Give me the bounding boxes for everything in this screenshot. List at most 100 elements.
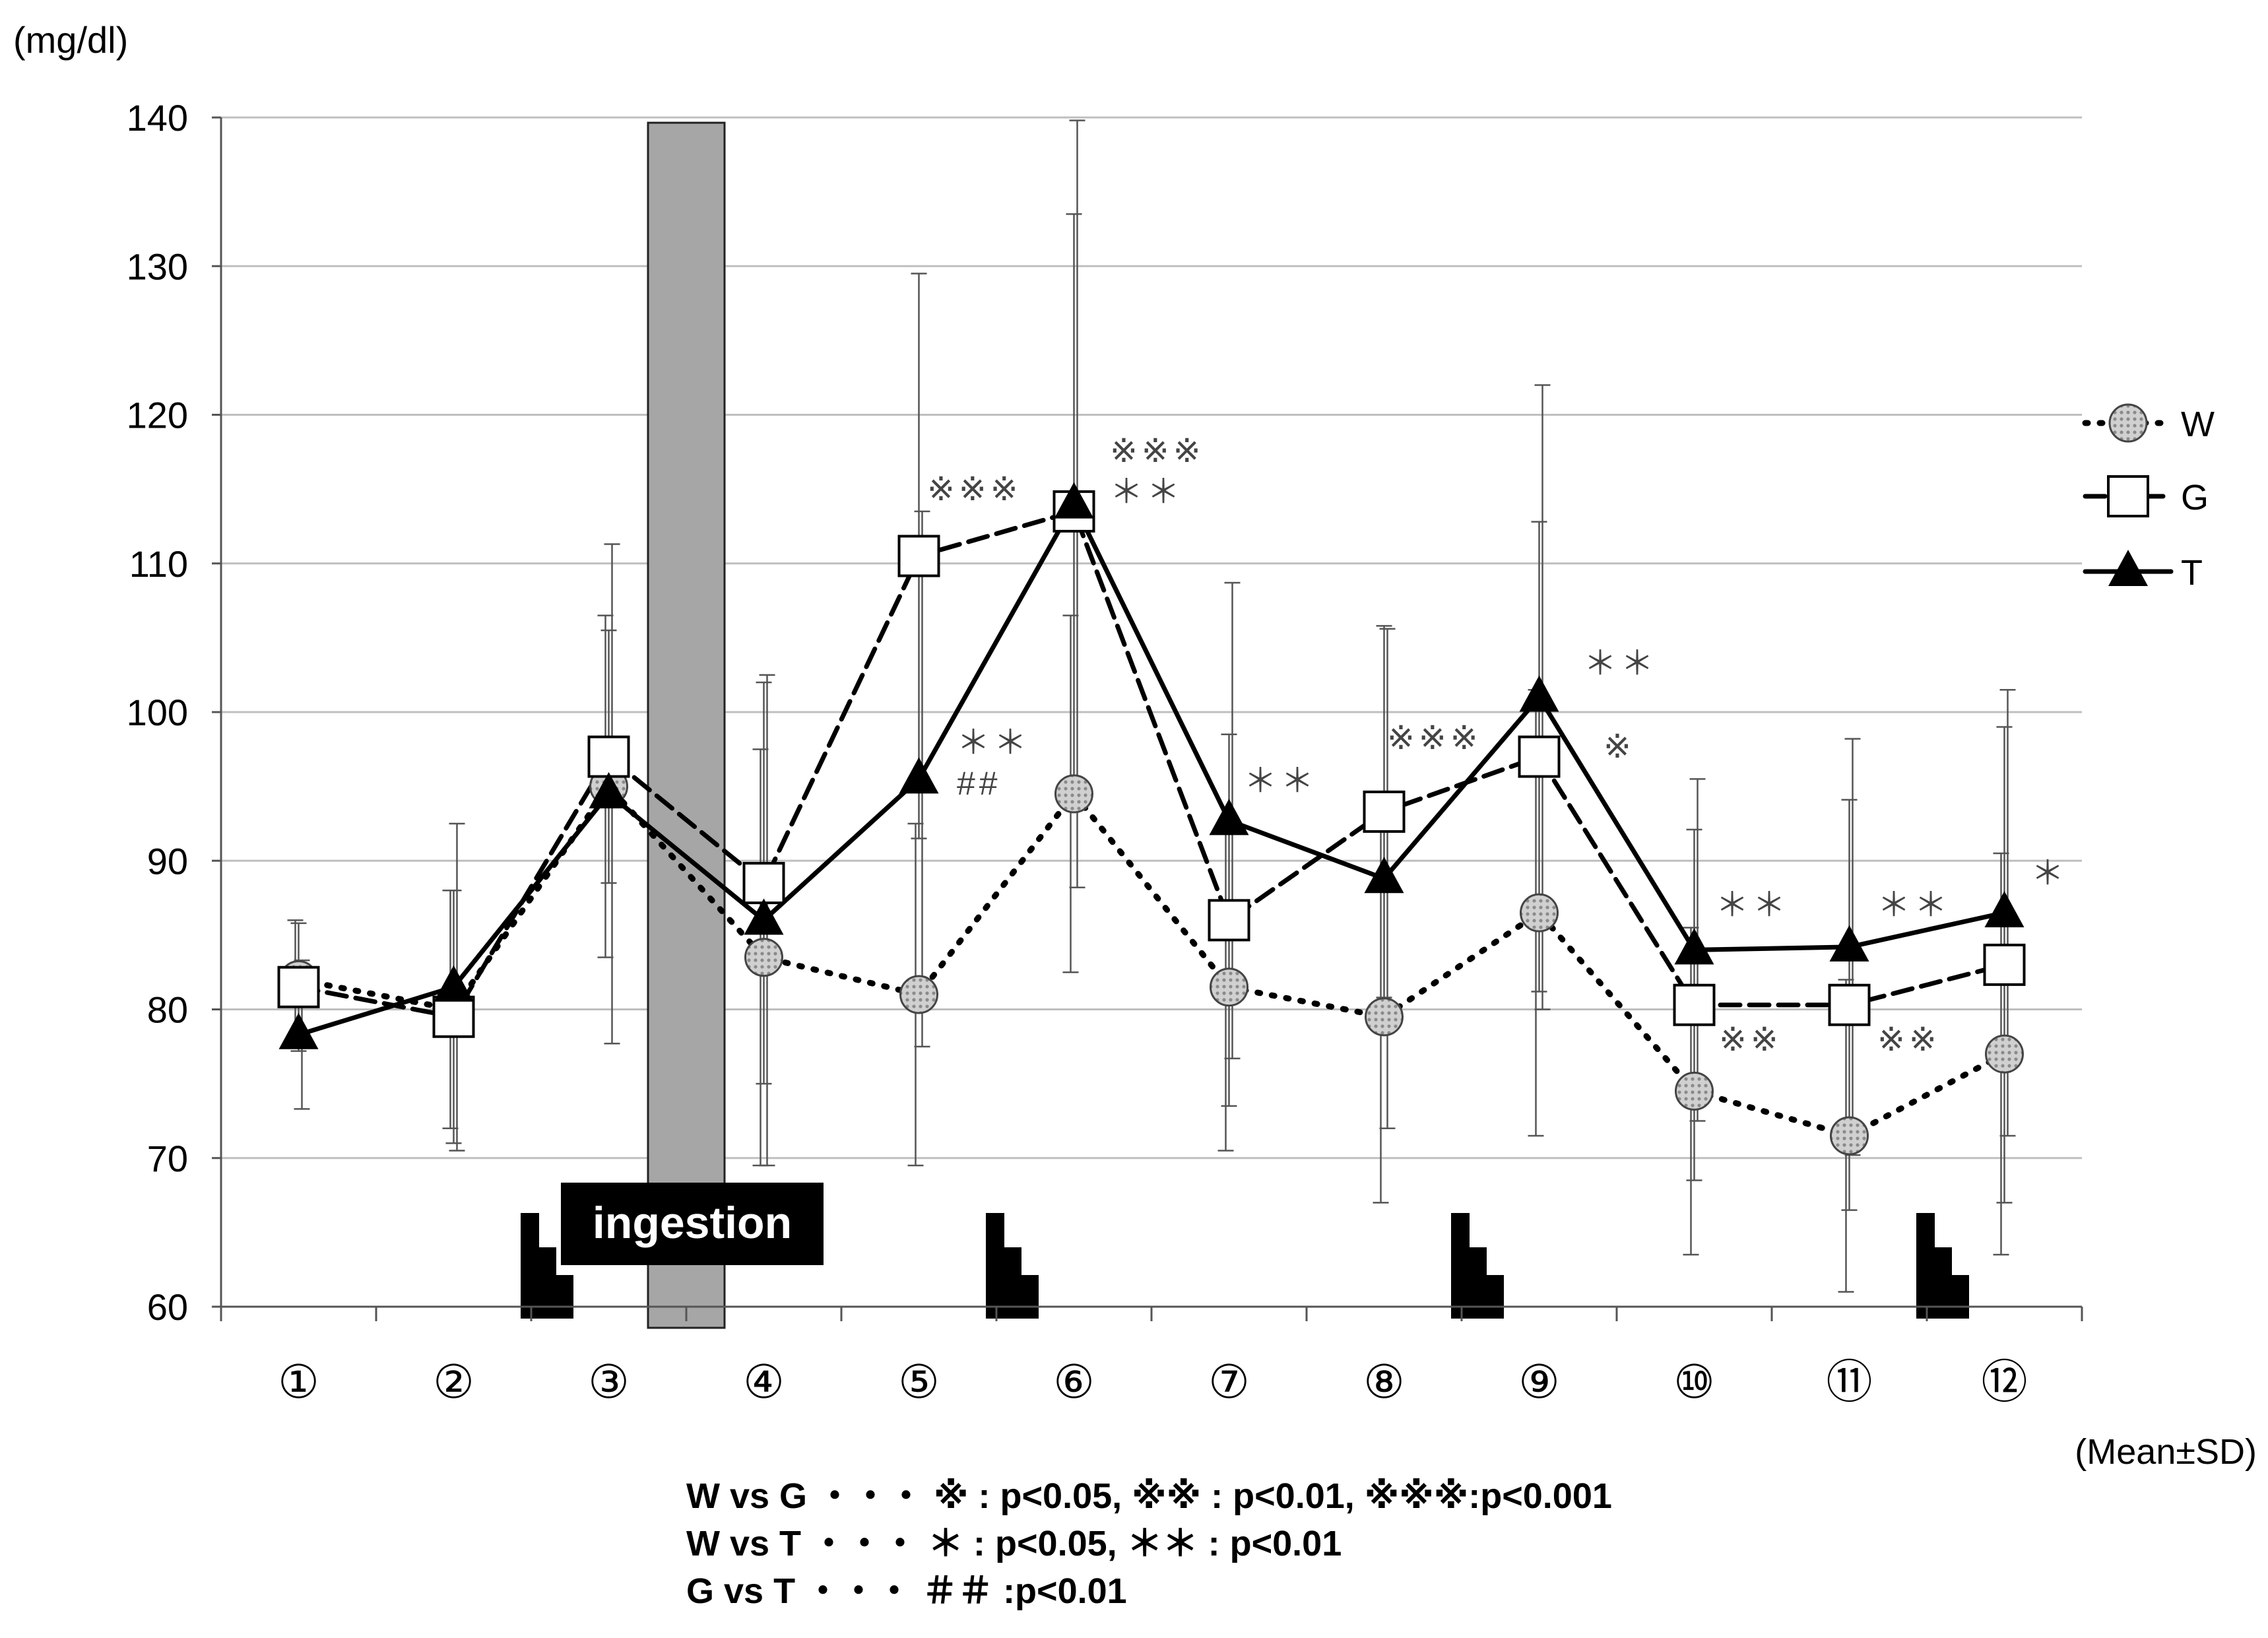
legend-marker-t bbox=[2108, 550, 2148, 586]
data-point-g bbox=[432, 995, 475, 1038]
y-tick-label: 110 bbox=[129, 543, 188, 585]
data-point-g bbox=[1518, 735, 1561, 778]
data-point-t bbox=[744, 898, 784, 935]
data-point-t bbox=[1674, 928, 1714, 965]
legend-marker-g bbox=[2107, 475, 2149, 517]
x-tick-label: ③ bbox=[588, 1356, 630, 1408]
data-point-w bbox=[899, 975, 938, 1014]
data-point-g bbox=[897, 535, 940, 577]
meal-icon-step bbox=[1485, 1275, 1504, 1319]
y-tick-label: 140 bbox=[127, 97, 188, 139]
data-point-t bbox=[1829, 925, 1869, 962]
meal-icon bbox=[521, 1213, 573, 1319]
significance-mark: ＊＊ bbox=[1110, 473, 1184, 510]
x-tick-label: ② bbox=[433, 1356, 474, 1408]
data-point-w bbox=[1365, 997, 1404, 1037]
data-point-t bbox=[1519, 675, 1559, 712]
meal-icon-step bbox=[555, 1275, 573, 1319]
data-point-g bbox=[1983, 943, 2026, 986]
significance-mark: ＊＊ bbox=[1716, 886, 1790, 923]
significance-mark: ※※※ bbox=[927, 471, 1022, 508]
legend-label-g: G bbox=[2181, 478, 2209, 517]
y-tick-label: 70 bbox=[147, 1138, 188, 1179]
data-point-t bbox=[434, 965, 474, 1002]
data-point-w bbox=[1985, 1034, 2024, 1074]
data-point-g bbox=[1208, 899, 1250, 942]
series-line-t bbox=[296, 502, 2007, 1037]
meal-icon bbox=[1451, 1213, 1504, 1319]
data-point-t bbox=[589, 771, 629, 808]
y-tick-label: 120 bbox=[127, 395, 188, 436]
x-tick-label: ⑥ bbox=[1053, 1356, 1095, 1408]
significance-mark: ※※ bbox=[1719, 1021, 1782, 1058]
meal-icon-step bbox=[1951, 1275, 1969, 1319]
meal-icon-step bbox=[538, 1247, 556, 1319]
significance-mark: ※※※ bbox=[1110, 432, 1205, 469]
data-point-t bbox=[1209, 799, 1249, 835]
footnote: W vs G ・・・ ※ : p<0.05, ※※ : p<0.01, ※※※:… bbox=[686, 1476, 1612, 1516]
meal-icon-step bbox=[1468, 1247, 1487, 1319]
significance-mark: ※ bbox=[1604, 728, 1635, 765]
x-tick-label: ⑫ bbox=[1982, 1356, 2028, 1408]
meal-icon-step bbox=[1020, 1275, 1039, 1319]
x-tick-label: ⑧ bbox=[1363, 1356, 1405, 1408]
data-point-t bbox=[1984, 891, 2025, 928]
x-tick-label: ⑤ bbox=[898, 1356, 940, 1408]
meal-icon-step bbox=[521, 1213, 539, 1319]
significance-mark: ## bbox=[957, 765, 1002, 802]
significance-mark: ＊＊ bbox=[1584, 645, 1658, 682]
data-point-g bbox=[587, 735, 630, 778]
series-line-g bbox=[296, 509, 2007, 1020]
x-tick-label: ④ bbox=[743, 1356, 785, 1408]
data-point-w bbox=[1830, 1116, 1869, 1156]
data-point-w bbox=[1054, 774, 1093, 814]
x-tick-label: ⑦ bbox=[1208, 1356, 1250, 1408]
data-point-w bbox=[1675, 1071, 1714, 1111]
footnote: G vs T ・・・ ＃＃ :p<0.01 bbox=[686, 1571, 1127, 1611]
significance-mark: ※※ bbox=[1877, 1021, 1941, 1058]
data-point-g bbox=[1673, 983, 1716, 1026]
significance-mark: ＊ bbox=[2031, 855, 2068, 892]
meal-icon-step bbox=[986, 1213, 1004, 1319]
x-tick-label: ① bbox=[278, 1356, 319, 1408]
data-point-g bbox=[1363, 790, 1406, 833]
legend-marker-w bbox=[2108, 403, 2148, 443]
meal-icon-step bbox=[1451, 1213, 1470, 1319]
y-tick-label: 80 bbox=[147, 989, 188, 1031]
y-tick-label: 130 bbox=[127, 246, 188, 287]
legend-label-w: W bbox=[2181, 405, 2215, 444]
series-line-w bbox=[296, 783, 2007, 1139]
x-tick-label: ⑨ bbox=[1518, 1356, 1560, 1408]
y-axis-unit: (mg/dl) bbox=[13, 19, 128, 61]
meal-icon-step bbox=[1933, 1247, 1952, 1319]
data-point-t bbox=[1364, 857, 1404, 894]
data-point-w bbox=[744, 938, 783, 977]
x-tick-label: ⑩ bbox=[1673, 1356, 1715, 1408]
footnote: W vs T ・・・ ＊ : p<0.05, ＊＊ : p<0.01 bbox=[686, 1524, 1342, 1563]
ingestion-bar bbox=[647, 121, 726, 1329]
y-tick-label: 60 bbox=[147, 1286, 188, 1328]
data-point-t bbox=[899, 757, 939, 794]
meal-icon bbox=[986, 1213, 1039, 1319]
data-point-w bbox=[1520, 893, 1559, 933]
significance-mark: ＊＊ bbox=[957, 724, 1031, 761]
data-point-g bbox=[742, 862, 785, 905]
ingestion-label: ingestion bbox=[593, 1198, 792, 1248]
data-point-g bbox=[1828, 983, 1871, 1026]
significance-mark: ＊＊ bbox=[1244, 762, 1318, 799]
meal-icon-step bbox=[1003, 1247, 1021, 1319]
y-tick-label: 90 bbox=[147, 840, 188, 882]
legend-label-t: T bbox=[2181, 553, 2203, 593]
ingestion-label-box bbox=[561, 1183, 824, 1265]
data-point-t bbox=[1054, 482, 1094, 519]
meal-icon-step bbox=[1916, 1213, 1935, 1319]
significance-mark: ＊＊ bbox=[1877, 886, 1951, 923]
mean-sd-note: (Mean±SD) bbox=[2075, 1432, 2257, 1472]
y-tick-label: 100 bbox=[127, 692, 188, 733]
meal-icon bbox=[1916, 1213, 1969, 1319]
significance-mark: ※※※ bbox=[1387, 719, 1482, 756]
data-point-t bbox=[278, 1012, 319, 1049]
data-point-g bbox=[277, 966, 320, 1008]
